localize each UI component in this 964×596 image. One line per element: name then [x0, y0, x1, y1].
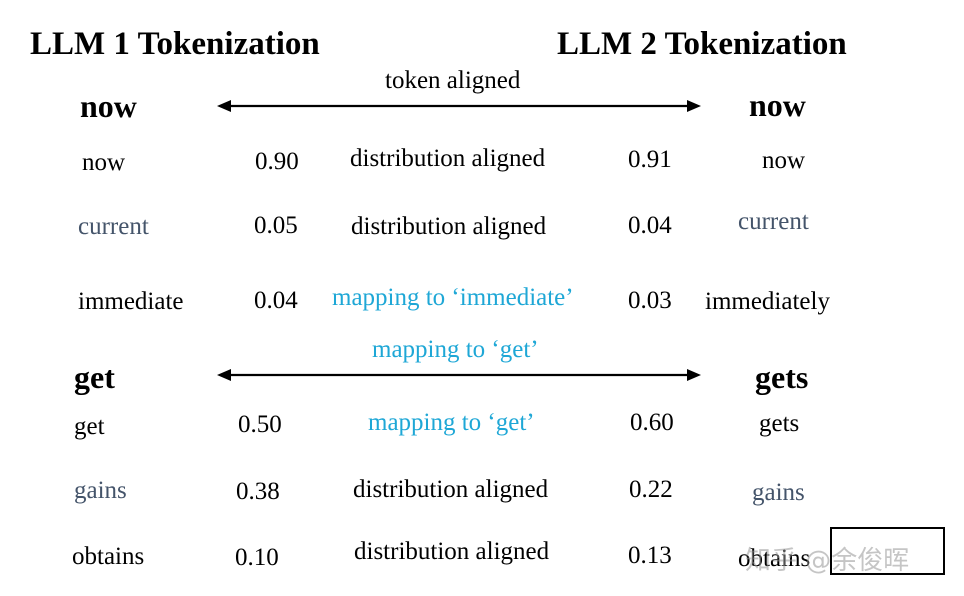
- relation-label: distribution aligned: [351, 213, 547, 240]
- relation-label: mapping to ‘get’: [368, 409, 535, 436]
- left-word: obtains: [72, 543, 145, 570]
- left-word: now: [82, 149, 126, 176]
- right-head-now: now: [749, 87, 806, 123]
- right-word: now: [762, 147, 806, 174]
- mapping-label: mapping to ‘get’: [372, 336, 539, 363]
- llm2-title: LLM 2 Tokenization: [557, 26, 847, 62]
- relation-label: distribution aligned: [350, 145, 546, 172]
- left-word: gains: [74, 477, 127, 504]
- right-word: immediately: [705, 288, 830, 315]
- right-word: current: [738, 208, 809, 235]
- left-prob: 0.50: [238, 411, 282, 438]
- left-prob: 0.38: [236, 478, 280, 505]
- right-prob: 0.03: [628, 287, 672, 314]
- watermark: 知乎 @余俊晖: [745, 546, 910, 576]
- right-head-gets: gets: [755, 359, 809, 395]
- left-prob: 0.10: [235, 544, 279, 571]
- left-word: immediate: [78, 288, 184, 315]
- left-head-get: get: [74, 359, 115, 395]
- relation-label: distribution aligned: [354, 538, 550, 565]
- relation-label: mapping to ‘immediate’: [332, 284, 574, 311]
- left-prob: 0.04: [254, 287, 298, 314]
- watermark-box: [830, 527, 945, 575]
- left-head-now: now: [80, 88, 137, 124]
- left-prob: 0.05: [254, 212, 298, 239]
- right-prob: 0.04: [628, 212, 672, 239]
- right-word: gets: [759, 410, 800, 437]
- right-prob: 0.22: [629, 476, 673, 503]
- right-word: obtains: [738, 545, 811, 572]
- right-prob: 0.13: [628, 542, 672, 569]
- token-aligned-label: token aligned: [385, 67, 521, 94]
- left-word: current: [78, 213, 149, 240]
- left-word: get: [74, 413, 105, 440]
- right-prob: 0.60: [630, 409, 674, 436]
- relation-label: distribution aligned: [353, 476, 549, 503]
- right-prob: 0.91: [628, 146, 672, 173]
- right-word: gains: [752, 479, 805, 506]
- left-prob: 0.90: [255, 148, 299, 175]
- llm1-title: LLM 1 Tokenization: [30, 26, 320, 62]
